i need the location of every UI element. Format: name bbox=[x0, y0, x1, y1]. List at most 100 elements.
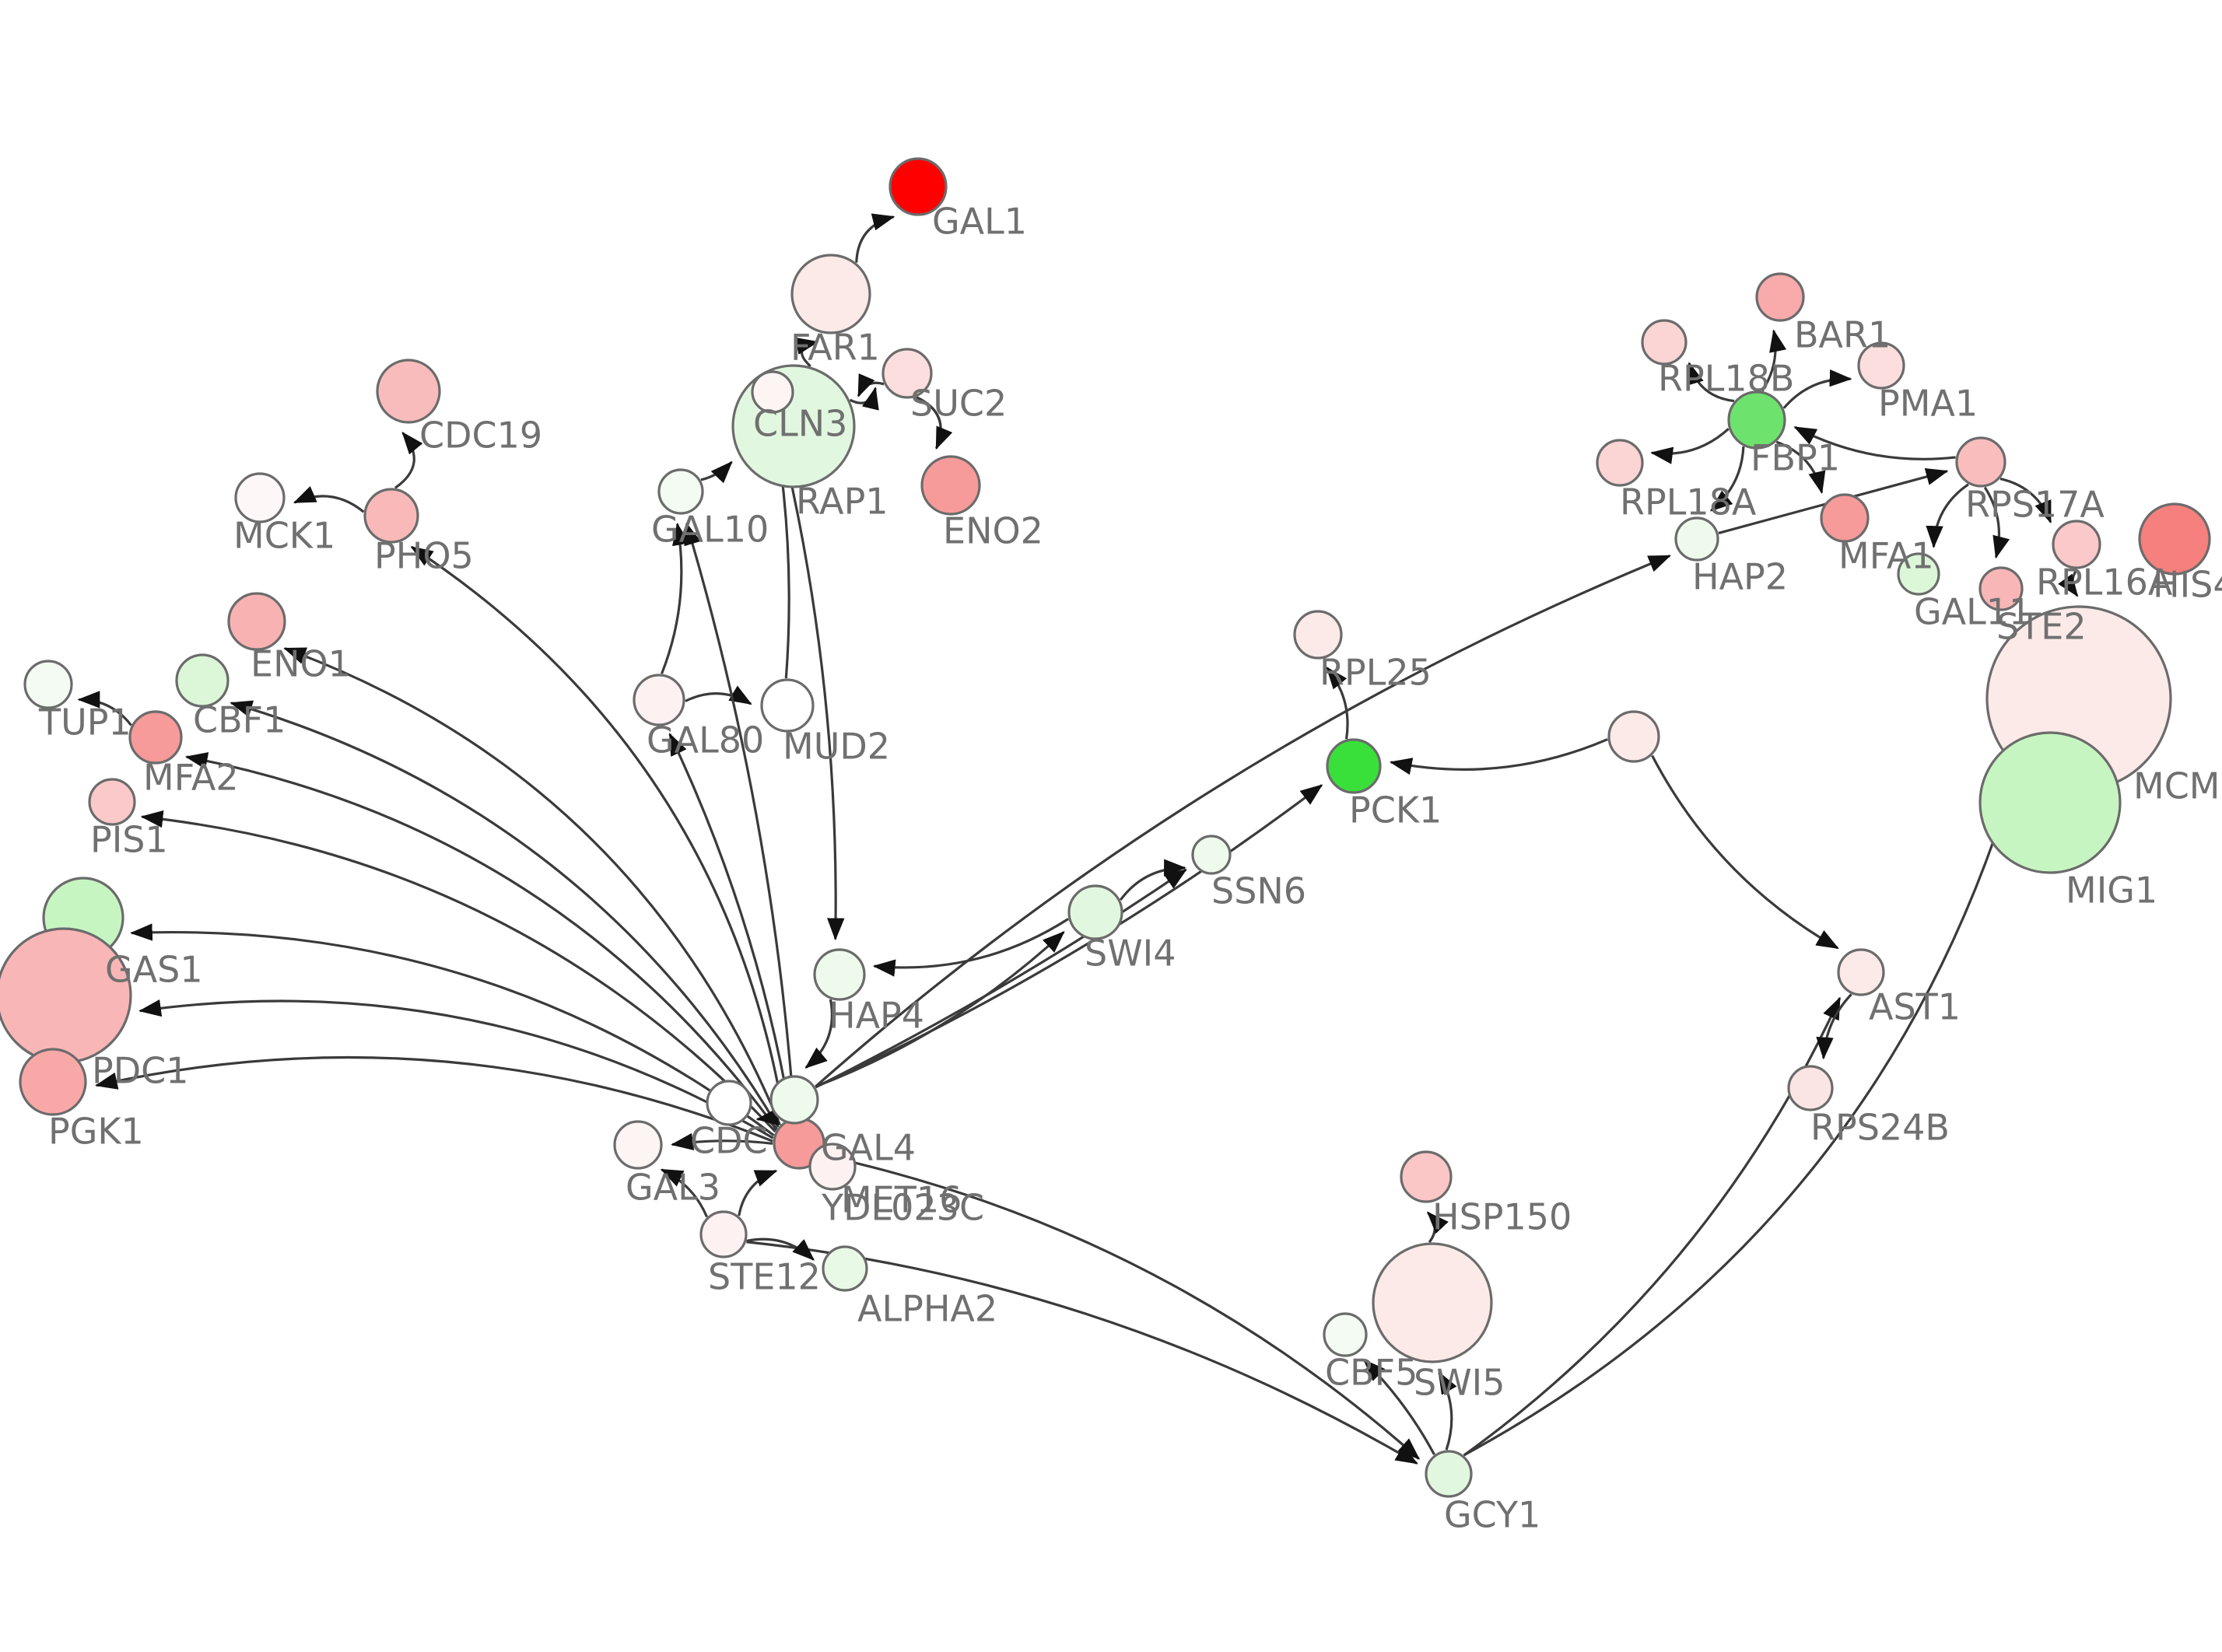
graph-node-unlabeled-25[interactable] bbox=[1607, 710, 1660, 763]
graph-node-bar1[interactable] bbox=[1755, 272, 1805, 322]
graph-node-rps17a[interactable] bbox=[1955, 436, 2006, 488]
graph-node-rap1[interactable] bbox=[751, 370, 794, 414]
graph-node-hsp150[interactable] bbox=[1400, 1150, 1453, 1203]
node-label-far1: FAR1 bbox=[790, 327, 880, 369]
graph-node-mfa2[interactable] bbox=[128, 710, 183, 765]
node-label-pis1: PIS1 bbox=[90, 819, 168, 861]
graph-node-mfa1[interactable] bbox=[1820, 493, 1870, 543]
graph-node-rpl18b[interactable] bbox=[1641, 319, 1688, 366]
graph-node-mig1[interactable] bbox=[1978, 731, 2122, 874]
node-label-eno2: ENO2 bbox=[943, 510, 1043, 552]
node-label-hsp150: HSP150 bbox=[1432, 1196, 1572, 1238]
graph-node-pck1[interactable] bbox=[1326, 738, 1382, 794]
graph-node-cbf1[interactable] bbox=[175, 653, 230, 708]
graph-node-mud2[interactable] bbox=[760, 678, 815, 733]
graph-node-cbf5[interactable] bbox=[1323, 1312, 1368, 1357]
graph-node-hap4[interactable] bbox=[813, 948, 866, 1001]
graph-node-cdc19[interactable] bbox=[376, 359, 441, 424]
graph-node-suc2[interactable] bbox=[881, 348, 933, 399]
node-label-rpl18a: RPL18A bbox=[1620, 481, 1757, 523]
graph-edge bbox=[94, 1055, 773, 1143]
graph-node-met16[interactable] bbox=[769, 1075, 819, 1125]
graph-node-gal80[interactable] bbox=[633, 674, 685, 726]
node-label-gcy1: GCY1 bbox=[1444, 1494, 1540, 1536]
graph-edge bbox=[77, 691, 132, 726]
graph-node-pho5[interactable] bbox=[363, 488, 419, 544]
graph-edge bbox=[671, 1132, 773, 1150]
graph-edge bbox=[1761, 329, 1787, 392]
graph-edge bbox=[746, 1237, 815, 1261]
graph-node-pgk1[interactable] bbox=[19, 1048, 87, 1116]
node-label-gal80: GAL80 bbox=[647, 719, 764, 761]
graph-node-mck1[interactable] bbox=[234, 472, 286, 523]
graph-edge bbox=[668, 733, 793, 1118]
node-label-rpl25: RPL25 bbox=[1320, 652, 1432, 694]
graph-node-swi4[interactable] bbox=[1067, 884, 1123, 940]
graph-edge bbox=[684, 522, 796, 1118]
graph-node-pma1[interactable] bbox=[1857, 341, 1905, 390]
node-label-rps17a: RPS17A bbox=[1965, 484, 2105, 526]
node-label-mcm1: MCM1 bbox=[2133, 765, 2222, 807]
node-label-tup1: TUP1 bbox=[38, 702, 131, 744]
graph-node-gal3[interactable] bbox=[613, 1120, 663, 1170]
graph-node-ste12[interactable] bbox=[699, 1210, 748, 1258]
node-label-rps24b: RPS24B bbox=[1810, 1107, 1950, 1149]
graph-node-gal11[interactable] bbox=[1897, 552, 1940, 596]
node-label-rap1: RAP1 bbox=[796, 481, 888, 523]
graph-node-ast1[interactable] bbox=[1837, 948, 1885, 996]
graph-node-tup1[interactable] bbox=[23, 660, 73, 709]
graph-node-rps24b[interactable] bbox=[1787, 1065, 1834, 1111]
node-label-gal3: GAL3 bbox=[626, 1167, 720, 1209]
graph-edge bbox=[1463, 776, 2017, 1457]
node-label-gas1: GAS1 bbox=[105, 949, 203, 991]
graph-node-rpl18a[interactable] bbox=[1596, 439, 1644, 487]
graph-edge bbox=[857, 373, 885, 397]
graph-node-rpl16a[interactable] bbox=[2052, 520, 2101, 569]
graph-node-hap2[interactable] bbox=[1674, 516, 1719, 562]
graph-edge bbox=[916, 396, 953, 450]
nodes-layer bbox=[0, 157, 2211, 1498]
graph-node-far1[interactable] bbox=[790, 254, 871, 334]
graph-node-eno2[interactable] bbox=[920, 455, 981, 516]
node-label-gal1: GAL1 bbox=[932, 201, 1027, 243]
graph-node-pis1[interactable] bbox=[88, 778, 136, 826]
graph-node-his4[interactable] bbox=[2138, 502, 2211, 576]
node-label-cdc19: CDC19 bbox=[419, 415, 542, 457]
graph-node-rpl25[interactable] bbox=[1293, 610, 1343, 660]
graph-node-eno1[interactable] bbox=[227, 592, 286, 651]
node-label-cbf5: CBF5 bbox=[1325, 1352, 1418, 1394]
node-label-pho5: PHO5 bbox=[374, 535, 474, 577]
graph-edge bbox=[815, 784, 1323, 1089]
graph-node-alpha2[interactable] bbox=[822, 1245, 868, 1292]
graph-edge bbox=[1926, 483, 1969, 548]
graph-node-fbp1[interactable] bbox=[1727, 390, 1786, 450]
graph-edge bbox=[184, 752, 778, 1130]
graph-edge bbox=[230, 700, 780, 1128]
node-label-swi5: SWI5 bbox=[1414, 1362, 1505, 1404]
node-label-ste12: STE12 bbox=[708, 1256, 821, 1298]
graph-node-ste2[interactable] bbox=[1978, 566, 2024, 611]
node-label-mfa1: MFA1 bbox=[1838, 535, 1934, 577]
node-label-pdc1: PDC1 bbox=[92, 1050, 189, 1092]
graph-node-gcy1[interactable] bbox=[1425, 1450, 1473, 1498]
graph-node-gal10[interactable] bbox=[657, 468, 704, 515]
node-label-ssn6: SSN6 bbox=[1211, 870, 1306, 912]
graph-node-ydl023c[interactable] bbox=[808, 1143, 857, 1191]
graph-node-cdc[interactable] bbox=[706, 1080, 752, 1126]
graph-edge bbox=[1119, 859, 1186, 901]
graph-node-gal1[interactable] bbox=[888, 157, 948, 216]
graph-edge bbox=[138, 999, 774, 1139]
graph-node-swi5[interactable] bbox=[1372, 1242, 1493, 1363]
node-label-cln3: CLN3 bbox=[753, 403, 847, 445]
graph-edge bbox=[815, 555, 1671, 1088]
node-label-alpha2: ALPHA2 bbox=[857, 1288, 997, 1330]
node-label-pgk1: PGK1 bbox=[48, 1111, 144, 1153]
graph-node-ssn6[interactable] bbox=[1191, 835, 1232, 875]
node-label-gal11: GAL11 bbox=[1914, 591, 2031, 633]
node-label-his4: HIS4 bbox=[2153, 564, 2222, 606]
node-label-met16: MET16 bbox=[841, 1179, 962, 1221]
node-label-mud2: MUD2 bbox=[783, 726, 890, 768]
graph-edge bbox=[1651, 754, 1839, 950]
